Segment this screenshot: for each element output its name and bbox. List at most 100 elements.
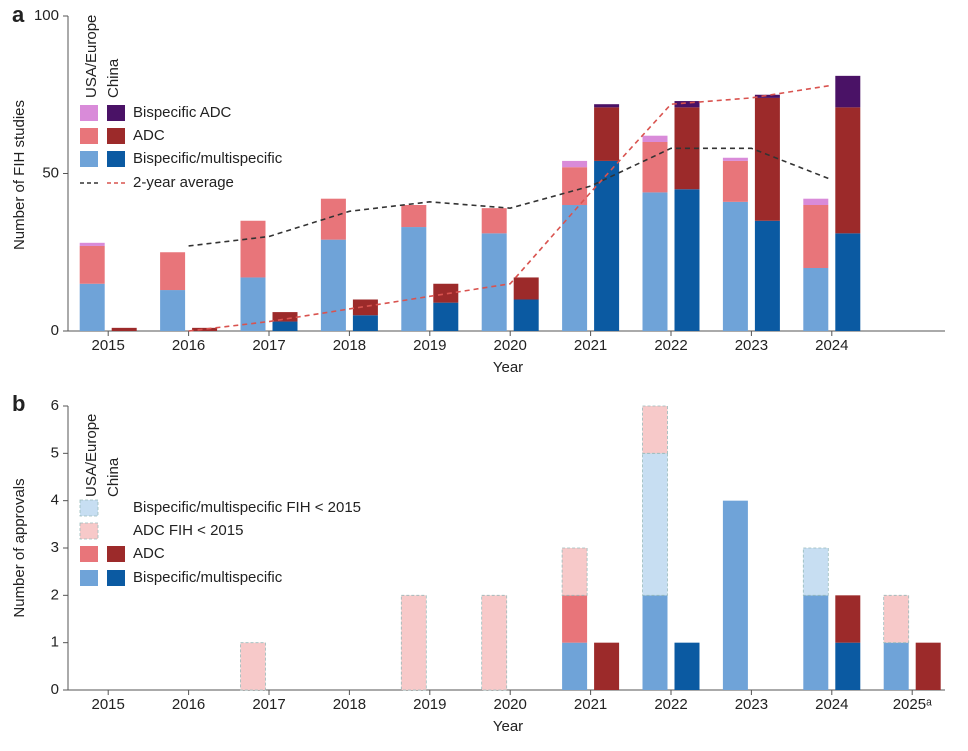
bar: [79, 245, 105, 284]
legend-group-header: USA/Europe: [83, 15, 100, 98]
bar: [192, 327, 218, 331]
legend-swatch: [79, 499, 99, 517]
bar: [160, 252, 186, 291]
y-tick-label: 0: [51, 681, 59, 698]
legend-group-header: USA/Europe: [83, 414, 100, 497]
x-tick-label: 2016: [172, 337, 205, 354]
panel-letter: a: [12, 2, 25, 27]
x-axis-title: Year: [493, 718, 523, 735]
legend-label: ADC: [133, 545, 165, 562]
x-tick-label: 2021: [574, 337, 607, 354]
bar: [272, 312, 298, 322]
bar: [803, 205, 829, 268]
bar: [754, 220, 780, 331]
bar: [272, 321, 298, 331]
x-axis-title: Year: [493, 359, 523, 376]
x-tick-label: 2017: [252, 696, 285, 713]
bar: [883, 594, 910, 644]
bar: [594, 160, 620, 331]
bar: [754, 97, 780, 221]
legend-label: 2-year average: [133, 174, 234, 191]
x-tick-label: 2021: [574, 696, 607, 713]
bar: [835, 642, 861, 690]
bar: [562, 205, 588, 331]
bar: [803, 595, 829, 690]
y-tick-label: 6: [51, 397, 59, 414]
x-tick-label: 2024: [815, 696, 848, 713]
bar: [513, 299, 539, 331]
bar: [883, 642, 909, 690]
bar: [240, 642, 266, 691]
x-tick-label: 2015: [92, 696, 125, 713]
x-tick-label: 2022: [654, 696, 687, 713]
bar: [915, 642, 941, 690]
bar: [401, 227, 427, 331]
bar: [722, 160, 748, 202]
y-tick-label: 4: [51, 492, 59, 509]
legend-swatch: [80, 128, 98, 144]
legend-label: Bispecific/multispecific FIH < 2015: [133, 499, 361, 516]
y-tick-label: 50: [42, 164, 59, 181]
x-tick-label: 2018: [333, 696, 366, 713]
y-tick-label: 2: [51, 586, 59, 603]
average-line: [188, 84, 832, 332]
bar: [642, 452, 668, 596]
x-tick-label: 2018: [333, 337, 366, 354]
legend-label: ADC: [133, 127, 165, 144]
bar: [642, 142, 668, 193]
x-tick-label: 2015: [92, 337, 125, 354]
y-axis-title: Number of FIH studies: [11, 100, 28, 250]
panel-letter: b: [12, 391, 25, 416]
bar: [594, 107, 620, 161]
x-tick-label: 2024: [815, 337, 848, 354]
bar: [754, 94, 780, 98]
y-tick-label: 1: [51, 634, 59, 651]
bar: [674, 101, 700, 108]
bar: [562, 160, 588, 168]
legend-swatch: [107, 570, 125, 586]
bar: [642, 595, 668, 690]
bar: [722, 500, 748, 690]
x-tick-label: 2025ᵃ: [893, 696, 932, 713]
bar: [513, 277, 539, 300]
bar: [79, 283, 105, 331]
bar: [111, 327, 137, 331]
legend-group-header: China: [105, 457, 122, 497]
bar: [835, 595, 861, 643]
bar: [722, 157, 748, 161]
legend-swatch: [80, 570, 98, 586]
bar: [400, 594, 427, 691]
legend-swatch: [107, 546, 125, 562]
y-axis-title: Number of approvals: [11, 478, 28, 617]
bar: [320, 239, 346, 331]
x-tick-label: 2016: [172, 696, 205, 713]
bar: [642, 135, 668, 142]
bar: [642, 405, 668, 454]
bar: [562, 642, 588, 690]
legend-swatch: [80, 546, 98, 562]
bar: [561, 547, 588, 596]
bar: [401, 205, 427, 228]
average-line: [188, 147, 833, 247]
legend-label: Bispecific ADC: [133, 104, 232, 121]
y-tick-label: 0: [51, 322, 59, 339]
bar: [481, 233, 507, 331]
bar: [722, 201, 748, 331]
y-tick-label: 3: [51, 539, 59, 556]
legend-swatch: [80, 151, 98, 167]
legend-swatch: [107, 128, 125, 144]
bar: [352, 315, 378, 331]
bar: [803, 198, 829, 205]
bar: [160, 290, 186, 331]
bar: [433, 302, 459, 331]
legend-swatch: [80, 105, 98, 121]
x-tick-label: 2020: [494, 337, 527, 354]
bar: [642, 192, 668, 331]
legend-swatch: [107, 151, 125, 167]
x-tick-label: 2022: [654, 337, 687, 354]
legend-swatch: [79, 522, 99, 540]
bar: [802, 547, 829, 596]
x-tick-label: 2017: [252, 337, 285, 354]
y-tick-label: 5: [51, 444, 59, 461]
